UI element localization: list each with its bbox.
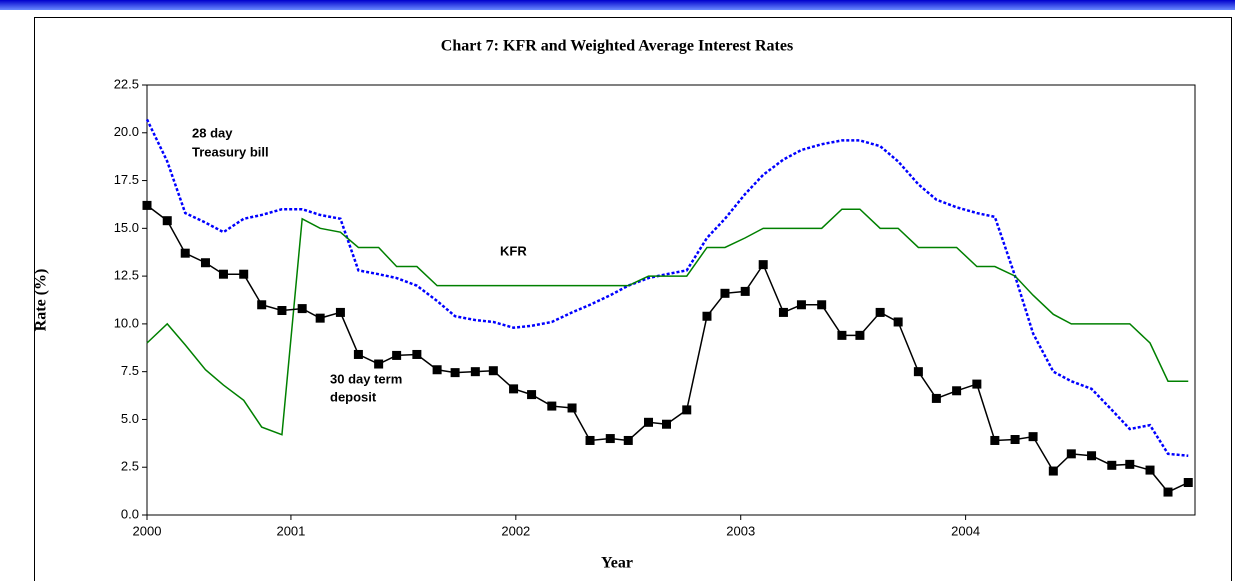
marker [623,435,633,445]
annotation: Treasury bill [192,144,269,159]
marker [893,317,903,327]
marker [374,359,384,369]
marker [239,269,249,279]
marker [142,200,152,210]
header-bar [0,0,1235,10]
y-axis-label: Rate (%) [33,269,50,332]
annotation: 28 day [192,125,233,140]
annotation: KFR [500,243,527,258]
marker [682,405,692,415]
marker [796,300,806,310]
series-line [146,208,1189,436]
y-tick-label: 22.5 [114,76,139,91]
marker [470,367,480,377]
marker [277,306,287,316]
marker [972,379,982,389]
marker [644,417,654,427]
marker [1066,449,1076,459]
marker [200,258,210,268]
marker [875,307,885,317]
series-line [146,204,1189,493]
marker [180,248,190,258]
marker [952,386,962,396]
x-tick-label: 2003 [726,523,755,538]
marker [488,366,498,376]
marker [778,307,788,317]
marker [1010,435,1020,445]
y-tick-label: 20.0 [114,124,139,139]
series-line [145,118,1189,458]
marker [1125,459,1135,469]
marker [527,390,537,400]
chart-title: Chart 7: KFR and Weighted Average Intere… [441,38,793,55]
x-tick-label: 2004 [951,523,980,538]
marker [913,367,923,377]
marker [662,419,672,429]
marker [990,435,1000,445]
marker [720,288,730,298]
marker [605,434,615,444]
marker [547,401,557,411]
marker [585,435,595,445]
marker [567,403,577,413]
y-tick-label: 0.0 [121,506,139,521]
marker [740,286,750,296]
annotation: 30 day term [330,371,402,386]
y-tick-label: 2.5 [121,459,139,474]
marker [509,384,519,394]
marker [855,330,865,340]
marker [218,269,228,279]
annotation: deposit [330,389,377,404]
plot-area [146,84,1196,516]
marker [162,216,172,226]
marker [702,311,712,321]
marker [412,349,422,359]
marker [432,365,442,375]
marker [1087,451,1097,461]
marker [1163,487,1173,497]
marker [257,300,267,310]
chart-frame [34,17,1232,581]
marker [1107,460,1117,470]
y-tick-label: 15.0 [114,220,139,235]
marker [817,300,827,310]
marker [392,350,402,360]
y-tick-label: 7.5 [121,363,139,378]
y-tick-label: 5.0 [121,411,139,426]
marker [931,393,941,403]
marker [315,313,325,323]
y-tick-label: 12.5 [114,268,139,283]
x-tick-label: 2000 [133,523,162,538]
x-tick-label: 2002 [501,523,530,538]
marker [335,307,345,317]
marker [1183,478,1193,488]
x-axis-label: Year [601,555,633,572]
marker [297,304,307,314]
x-tick-label: 2001 [276,523,305,538]
marker [1048,466,1058,476]
marker [1145,465,1155,475]
y-tick-label: 10.0 [114,315,139,330]
y-tick-label: 17.5 [114,172,139,187]
marker [758,260,768,270]
marker [450,368,460,378]
marker [837,330,847,340]
marker [1028,432,1038,442]
marker [353,349,363,359]
